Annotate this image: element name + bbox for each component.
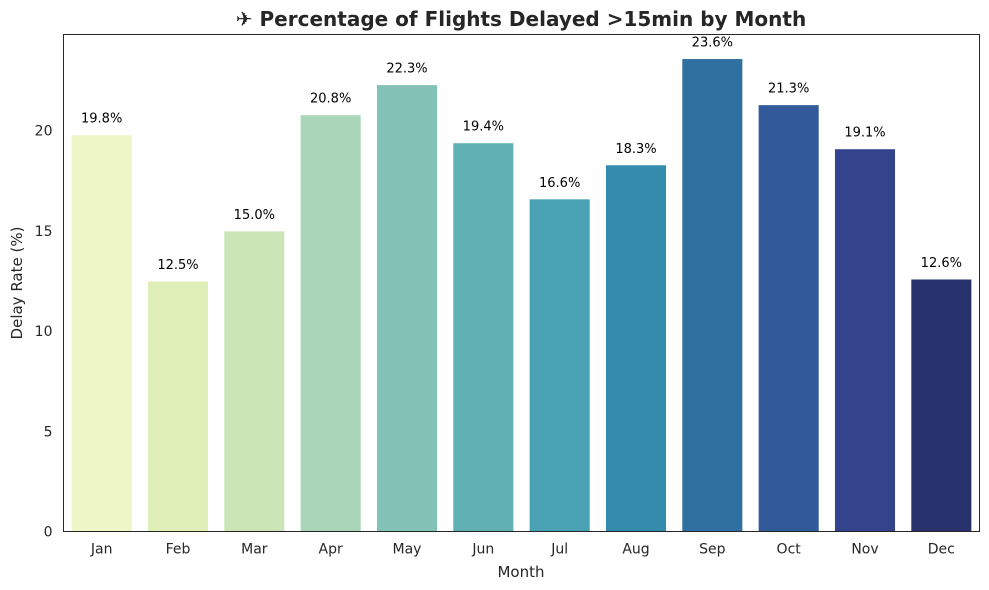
data-label-may: 22.3% [386,62,427,77]
bar-apr [299,114,362,533]
data-labels-group: 19.8% 12.5% 15.0% 20.8% 22.3% 19.4% 16.6% 18.3%… [81,36,962,273]
y-tick-label-10: 10 [35,324,53,340]
x-tick-label-jan: Jan [90,542,113,558]
bar-mar [223,230,286,532]
data-label-oct: 21.3% [768,82,809,97]
y-tick-label-20: 20 [35,124,53,140]
y-tick-label-0: 0 [44,525,53,541]
data-label-feb: 12.5% [157,258,198,273]
y-axis-label: Delay Rate (%) [8,227,26,340]
data-label-dec: 12.6% [921,256,962,271]
x-axis-ticks: Jan Feb Mar Apr May Jun Jul Aug Sep Oct Nov Dec [90,542,955,558]
y-axis-ticks: 0 5 10 15 20 [35,124,53,541]
chart-title: ✈ Percentage of Flights Delayed >15min b… [236,7,806,31]
bar-jul [528,198,591,532]
x-tick-label-dec: Dec [928,542,955,558]
data-label-jul: 16.6% [539,176,580,191]
data-label-nov: 19.1% [844,126,885,141]
x-tick-label-apr: Apr [319,542,343,558]
data-label-jan: 19.8% [81,112,122,127]
y-tick-label-15: 15 [35,224,53,240]
bar-oct [757,104,820,532]
bar-sep [681,58,744,532]
bars-group [70,58,973,533]
plot-area-frame [63,34,980,532]
x-tick-label-feb: Feb [166,542,191,558]
bar-may [375,84,439,533]
bar-feb [146,280,210,532]
x-tick-label-mar: Mar [241,542,268,558]
data-label-aug: 18.3% [615,142,656,157]
x-tick-label-aug: Aug [622,542,649,558]
x-tick-label-jul: Jul [550,542,568,558]
data-label-apr: 20.8% [310,92,351,107]
bar-jun [452,142,515,532]
bar-jan [70,134,133,533]
bar-dec [910,278,973,533]
data-label-mar: 15.0% [234,208,275,223]
x-tick-label-jun: Jun [471,542,494,558]
x-tick-label-nov: Nov [851,542,878,558]
x-tick-label-sep: Sep [699,542,726,558]
data-label-sep: 23.6% [692,36,733,51]
bar-nov [833,148,897,533]
x-axis-label: Month [497,563,544,581]
x-tick-label-oct: Oct [777,542,802,558]
bar-aug [604,164,668,533]
x-tick-label-may: May [393,542,422,558]
y-tick-label-5: 5 [44,424,53,440]
data-label-jun: 19.4% [463,120,504,135]
